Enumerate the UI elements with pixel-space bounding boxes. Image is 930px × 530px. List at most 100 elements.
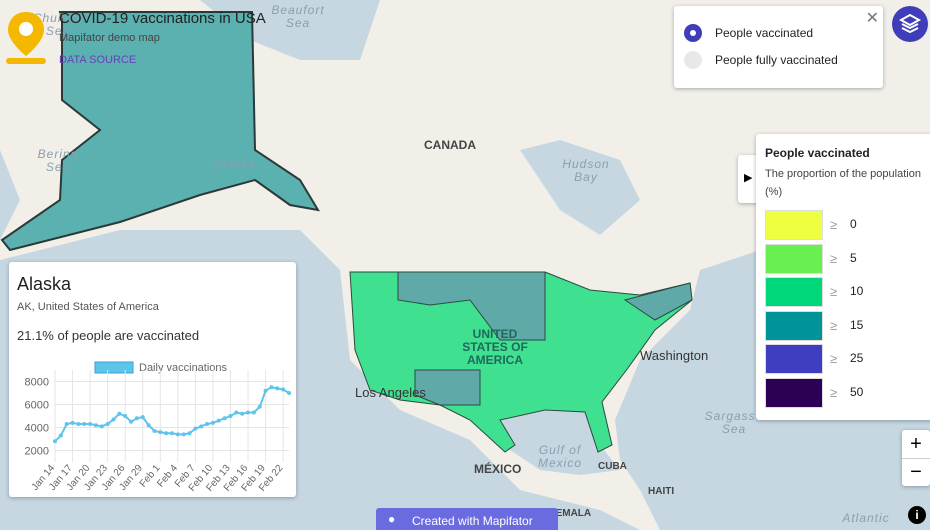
data-point [222, 416, 227, 421]
legend-swatch [765, 344, 823, 375]
logo-pin [6, 12, 46, 64]
data-point [146, 423, 151, 428]
data-point [129, 419, 134, 424]
legend: People vaccinated The proportion of the … [756, 134, 930, 420]
legend-symbol: ≥ [830, 217, 838, 232]
legend-value: 5 [850, 250, 857, 265]
data-point [152, 428, 157, 433]
data-point [64, 422, 69, 427]
usa-states [349, 271, 693, 453]
data-point [210, 420, 215, 425]
legend-swatch [765, 277, 823, 308]
data-point [53, 439, 57, 444]
legend-title: People vaccinated [765, 146, 870, 160]
map-label: Atlantic [842, 511, 890, 525]
map-label: CANADA [424, 138, 476, 152]
hudson-bay [520, 140, 640, 235]
data-point [58, 433, 63, 438]
legend-symbol: ≥ [830, 250, 838, 266]
data-point [175, 432, 180, 437]
map-subtitle: Mapifator demo map [59, 32, 160, 44]
data-point [76, 422, 81, 427]
credit-text: Created with Mapifator [412, 514, 533, 528]
map-label: Hudson Bay [562, 157, 610, 184]
map-label: Los Angeles [355, 385, 426, 400]
data-point [134, 416, 139, 421]
data-point [82, 422, 87, 427]
radio [684, 51, 702, 69]
data-source-link[interactable]: DATA SOURCE [59, 54, 137, 66]
data-point [269, 385, 274, 390]
legend-swatch [765, 243, 823, 274]
data-point [228, 414, 233, 418]
legend-toggle[interactable]: ▶ [738, 155, 758, 203]
data-point [187, 431, 192, 436]
data-point [117, 411, 122, 416]
y-tick-label: 6000 [25, 400, 49, 412]
zoom-out[interactable]: − [910, 461, 922, 483]
data-point [234, 410, 239, 415]
legend-value: 25 [850, 351, 864, 366]
data-point [205, 422, 210, 427]
legend-symbol: ≥ [830, 317, 838, 333]
data-point [287, 391, 291, 395]
popup-title: Alaska [17, 274, 72, 294]
map-label: UNITED STATES OF AMERICA [462, 327, 528, 367]
legend-value: 0 [850, 217, 857, 231]
data-point [170, 431, 174, 436]
map-label: Bering Sea [37, 147, 79, 174]
y-tick-label: 4000 [25, 423, 49, 435]
legend-swatch [765, 310, 823, 341]
data-point [111, 417, 116, 422]
data-point [93, 423, 98, 428]
layer-option-label: People fully vaccinated [715, 53, 838, 67]
data-point [246, 410, 251, 415]
map-label: Alaska [213, 157, 257, 171]
y-tick-label: 2000 [25, 446, 49, 458]
data-point [281, 387, 286, 392]
legend-value: 50 [850, 385, 864, 399]
map-label: HAITI [648, 486, 675, 497]
layers-icon [898, 13, 922, 34]
legend-swatch [765, 210, 823, 240]
data-point [99, 424, 104, 429]
legend-symbol: ≥ [830, 351, 838, 367]
layer-option[interactable]: People vaccinated [684, 24, 874, 44]
data-point [263, 388, 268, 393]
data-point [275, 386, 280, 391]
legend-swatch [94, 361, 134, 374]
radio-dot [690, 30, 696, 36]
data-point [193, 426, 198, 431]
legend-symbol: ≥ [830, 284, 838, 300]
legend-label: Daily vaccinations [139, 362, 228, 374]
data-point [199, 424, 204, 429]
map-label: Sargasso Sea [704, 409, 764, 436]
alaska [0, 11, 320, 252]
close-button[interactable]: ✕ [865, 10, 879, 27]
data-point [240, 411, 245, 416]
data-point [123, 414, 128, 418]
layers-button[interactable] [892, 6, 928, 42]
legend-value: 10 [850, 284, 864, 299]
credit-banner[interactable]: ● Created with Mapifator [376, 508, 558, 530]
data-point [251, 410, 256, 415]
popup: Alaska AK, United States of America 21.1… [9, 262, 296, 497]
data-point [105, 422, 110, 427]
zoom-in[interactable]: + [902, 430, 930, 459]
layer-option-label: People vaccinated [715, 26, 814, 40]
popup-subtitle: AK, United States of America [17, 301, 159, 313]
layer-option[interactable]: People fully vaccinated [684, 51, 874, 71]
map-label: CUBA [598, 461, 627, 472]
data-point [164, 431, 169, 436]
map-label: GUATEMALA [528, 508, 592, 519]
usa-teal-states [397, 271, 693, 406]
map-label: MÉXICO [474, 462, 522, 476]
legend-value: 15 [850, 317, 864, 332]
data-point [88, 422, 93, 427]
legend-description: The proportion of the population (%) [765, 168, 921, 198]
data-point [181, 432, 186, 437]
info-button[interactable]: i [908, 506, 926, 524]
y-tick-label: 8000 [25, 377, 49, 389]
